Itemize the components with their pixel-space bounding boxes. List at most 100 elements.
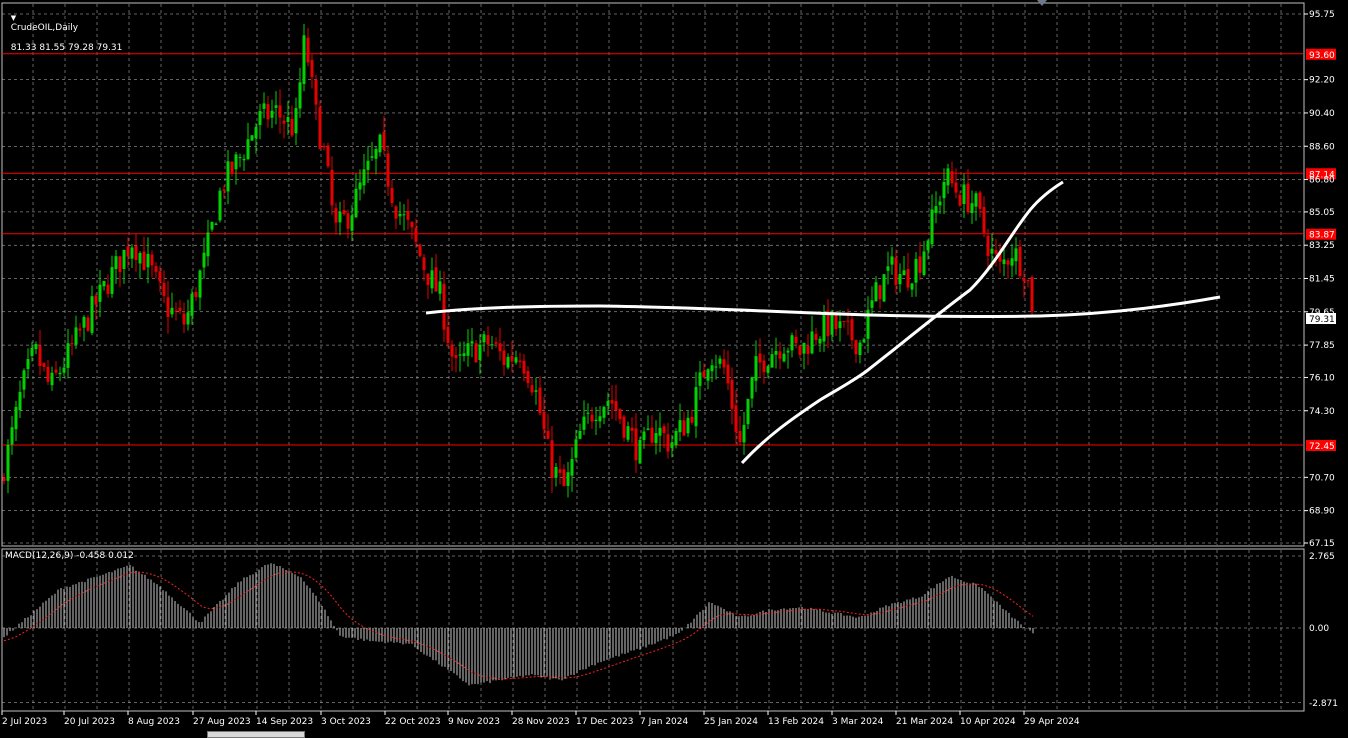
candle-body [398, 213, 402, 217]
candle-body [350, 215, 354, 231]
candle-body [762, 360, 766, 373]
candle-body [226, 161, 230, 192]
candle-body [946, 168, 950, 186]
horizontal-levels[interactable]: 93.60 87.14 83.87 72.45 [2, 48, 1336, 452]
candle-body [986, 235, 990, 256]
candle-body [430, 270, 434, 289]
candle-body [306, 37, 310, 63]
candle-body [894, 257, 898, 285]
candle-body [990, 248, 994, 254]
candle-body [926, 240, 930, 251]
trend-line-horizontal[interactable] [425, 295, 1221, 319]
chart-shift-marker-icon[interactable] [1037, 0, 1047, 6]
candle-body [358, 182, 362, 190]
candle-body [18, 391, 22, 411]
candle-body [850, 319, 854, 341]
candle-body [750, 377, 754, 399]
candle-body [458, 354, 462, 356]
candle-body [630, 427, 634, 431]
candle-body [54, 369, 58, 373]
candle-body [858, 342, 862, 356]
candle-body [58, 372, 62, 375]
bottom-tab-strip [0, 730, 1348, 736]
candle-body [866, 309, 870, 339]
candle-body [158, 271, 162, 282]
candle-body [758, 353, 762, 363]
candle-body [678, 420, 682, 433]
price-tick-label: 74.30 [1309, 407, 1335, 417]
candle-body [254, 127, 258, 139]
price-tick-label: 85.05 [1309, 208, 1335, 218]
candle-body [510, 355, 514, 362]
candle-body [162, 282, 166, 296]
candle-body [106, 284, 110, 294]
candle-body [714, 366, 718, 368]
time-tick-label: 22 Oct 2023 [385, 717, 441, 727]
candle-body [974, 193, 978, 207]
candle-body [598, 416, 602, 422]
candle-body [234, 154, 238, 170]
candle-body [298, 82, 302, 109]
candle-body [282, 120, 286, 124]
macd-histogram [3, 563, 1034, 686]
trend-lines[interactable] [425, 180, 1221, 465]
triangle-down-icon[interactable]: ▼ [10, 14, 17, 22]
candle-body [742, 424, 746, 443]
time-tick-label: 17 Dec 2023 [576, 717, 634, 727]
candle-body [342, 209, 346, 215]
candle-body [462, 353, 466, 357]
candle-body [450, 344, 454, 357]
candle-body [338, 211, 342, 223]
candle-body [778, 351, 782, 359]
candle-body [354, 188, 358, 218]
candle-body [786, 350, 790, 353]
candle-body [366, 160, 370, 170]
candle-body [638, 439, 642, 464]
candle-body [890, 256, 894, 265]
price-tick-label: 88.60 [1309, 142, 1335, 152]
candle-body [2, 477, 6, 482]
candle-body [494, 342, 498, 344]
candle-body [166, 297, 170, 318]
chart-tab[interactable] [207, 731, 305, 738]
candle-body [798, 345, 802, 355]
candle-body [442, 283, 446, 330]
time-tick-label: 13 Feb 2024 [768, 717, 824, 727]
candle-body [922, 251, 926, 275]
candle-body [38, 345, 42, 367]
price-tick-label: 68.90 [1309, 507, 1335, 517]
candle-body [194, 292, 198, 298]
price-tick-label: 90.40 [1309, 109, 1335, 119]
candle-body [590, 414, 594, 422]
candle-body [910, 283, 914, 290]
candle-body [94, 295, 98, 305]
candle-body [90, 296, 94, 333]
time-tick-label: 9 Nov 2023 [448, 717, 500, 727]
time-tick-label: 28 Nov 2023 [512, 717, 570, 727]
candle-body [834, 313, 838, 330]
candle-body [374, 148, 378, 159]
candle-body [490, 344, 494, 346]
candle-body [434, 267, 438, 292]
candle-body [74, 327, 78, 345]
candle-body [690, 416, 694, 423]
main-panel-frame [1, 2, 1305, 547]
time-tick-label: 8 Aug 2023 [128, 717, 180, 727]
candle-body [906, 269, 910, 288]
candle-body [754, 356, 758, 381]
candle-body [198, 270, 202, 298]
candle-body [658, 427, 662, 436]
price-tick-label: 81.45 [1309, 275, 1335, 285]
candle-body [278, 105, 282, 118]
candle-body [698, 372, 702, 386]
candle-body [578, 430, 582, 439]
price-tick-label: 83.25 [1309, 241, 1335, 251]
candle-body [702, 371, 706, 378]
candle-body [266, 104, 270, 120]
candle-body [114, 256, 118, 270]
candle-body [326, 145, 330, 167]
trend-line-rising[interactable] [740, 180, 1064, 465]
candle-body [334, 208, 338, 223]
